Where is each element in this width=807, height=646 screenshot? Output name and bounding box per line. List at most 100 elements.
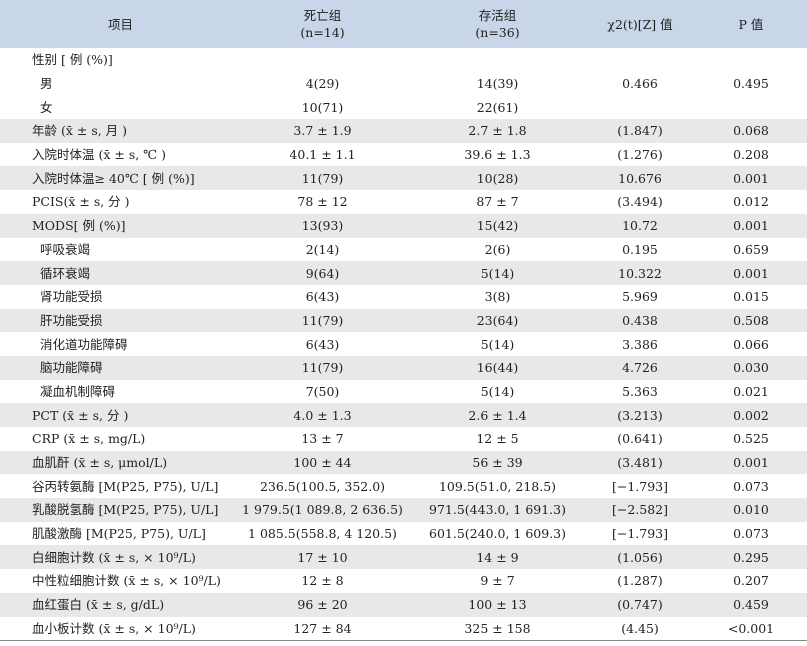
table-row: 中性粒细胞计数 (x̄ ± s, × 10⁹/L) 12 ± 8 9 ± 7 (1.2… [0, 569, 807, 593]
cell-alive-group: 5(14) [480, 265, 515, 281]
cell-alive-group: 5(14) [480, 383, 515, 399]
row-label: MODS[ 例 (%)] [32, 218, 126, 234]
cell-statistic: 5.969 [622, 289, 658, 305]
cell-alive-group: 2(6) [484, 241, 511, 257]
cell-alive-group: 15(42) [476, 218, 519, 234]
row-label: 血肌酐 (x̄ ± s, μmol/L) [32, 455, 168, 471]
header-row: 项目 死亡组 (n=14) 存活组 (n=36) χ2(t)[Z] 值 P 值 [0, 0, 807, 48]
cell-dead-group: 6(43) [305, 336, 340, 352]
header-item: 项目 [0, 0, 235, 48]
cell-p-value: 0.001 [733, 265, 769, 281]
cell-alive-group: 971.5(443.0, 1 691.3) [429, 502, 566, 518]
cell-p-value: 0.001 [733, 218, 769, 234]
cell-p-value: <0.001 [695, 616, 807, 642]
cell-dead-group: 4.0 ± 1.3 [293, 407, 352, 423]
table-row: PCIS(x̄ ± s, 分 ) 78 ± 12 87 ± 7 (3.494) 0.01… [0, 190, 807, 214]
cell-statistic: [−1.793] [611, 526, 668, 542]
cell-p-value: 0.495 [733, 76, 769, 92]
cell-p-value: 0.066 [733, 336, 769, 352]
cell-p-value [695, 48, 807, 72]
cell-dead-group: 17 ± 10 [297, 549, 348, 565]
row-label: 男 [40, 76, 53, 92]
cell-statistic: (3.213) [617, 407, 663, 423]
cell-p-value: 0.021 [733, 383, 769, 399]
cell-alive-group: 14 ± 9 [476, 549, 519, 565]
cell-alive-group: 100 ± 13 [468, 597, 527, 613]
cell-statistic: (0.747) [617, 597, 663, 613]
cell-alive-group: 22(61) [476, 99, 519, 115]
cell-dead-group: 13(93) [301, 218, 344, 234]
cell-dead-group: 78 ± 12 [297, 194, 348, 210]
cell-statistic: (4.45) [585, 616, 695, 642]
table-row: 循环衰竭 9(64) 5(14) 10.322 0.001 [0, 261, 807, 285]
cell-p-value: 0.295 [733, 549, 769, 565]
cell-statistic: (1.056) [617, 549, 663, 565]
cell-p-value: 0.002 [733, 407, 769, 423]
cell-statistic: 5.363 [622, 383, 658, 399]
header-alive-title: 存活组 [478, 8, 517, 23]
cell-alive-group: 601.5(240.0, 1 609.3) [429, 526, 566, 542]
cell-statistic: (3.494) [617, 194, 663, 210]
row-label: 呼吸衰竭 [40, 241, 91, 257]
row-label: 脑功能障碍 [40, 360, 103, 376]
cell-p-value: 0.459 [733, 597, 769, 613]
cell-statistic: [−2.582] [611, 502, 668, 518]
cell-dead-group: 127 ± 84 [235, 616, 410, 642]
cell-dead-group: 4(29) [305, 76, 340, 92]
table-row: 年龄 (x̄ ± s, 月 ) 3.7 ± 1.9 2.7 ± 1.8 (1.847)… [0, 119, 807, 143]
cell-statistic: 10.676 [618, 170, 662, 186]
cell-dead-group: 3.7 ± 1.9 [293, 123, 352, 139]
cell-statistic: (0.641) [617, 431, 663, 447]
cell-p-value: 0.010 [733, 502, 769, 518]
table-row: 消化道功能障碍 6(43) 5(14) 3.386 0.066 [0, 332, 807, 356]
cell-dead-group: 11(79) [301, 360, 344, 376]
cell-p-value: 0.207 [733, 573, 769, 589]
table-row: PCT (x̄ ± s, 分 ) 4.0 ± 1.3 2.6 ± 1.4 (3.213… [0, 403, 807, 427]
cell-statistic: (1.847) [617, 123, 663, 139]
cell-dead-group: 9(64) [305, 265, 340, 281]
table-row: 血红蛋白 (x̄ ± s, g/dL) 96 ± 20 100 ± 13 (0.747… [0, 592, 807, 617]
cell-p-value: 0.073 [733, 526, 769, 542]
cell-p-value: 0.068 [733, 123, 769, 139]
cell-p-value: 0.208 [733, 147, 769, 163]
cell-statistic: (1.287) [617, 573, 663, 589]
cell-alive-group: 325 ± 158 [410, 616, 585, 642]
table-row: 肌酸激酶 [M(P25, P75), U/L] 1 085.5(558.8, 4 … [0, 522, 807, 546]
cell-p-value: 0.508 [733, 312, 769, 328]
table-row: MODS[ 例 (%)] 13(93) 15(42) 10.72 0.001 [0, 213, 807, 238]
row-label: 入院时体温≥ 40℃ [ 例 (%)] [32, 170, 195, 186]
cell-dead-group [235, 48, 410, 72]
cell-alive-group: 10(28) [476, 170, 519, 186]
cell-p-value: 0.030 [733, 360, 769, 376]
cell-dead-group: 1 085.5(558.8, 4 120.5) [248, 526, 397, 542]
table-row: 肝功能受损 11(79) 23(64) 0.438 0.508 [0, 308, 807, 333]
cell-alive-group: 14(39) [476, 76, 519, 92]
table-row: 乳酸脱氢酶 [M(P25, P75), U/L] 1 979.5(1 089.8,… [0, 498, 807, 522]
row-label: 乳酸脱氢酶 [M(P25, P75), U/L] [32, 502, 219, 518]
cell-p-value: 0.012 [733, 194, 769, 210]
cell-statistic: 3.386 [622, 336, 658, 352]
cell-dead-group: 6(43) [305, 289, 340, 305]
cell-dead-group: 40.1 ± 1.1 [289, 147, 356, 163]
row-label: PCIS(x̄ ± s, 分 ) [32, 194, 130, 210]
row-label: 女 [40, 99, 53, 115]
table-row: 肾功能受损 6(43) 3(8) 5.969 0.015 [0, 285, 807, 309]
cell-statistic: 0.195 [622, 241, 658, 257]
cell-p-value: 0.073 [733, 478, 769, 494]
row-label: 年龄 (x̄ ± s, 月 ) [32, 123, 128, 139]
cell-alive-group: 39.6 ± 1.3 [464, 147, 531, 163]
cell-statistic: [−1.793] [611, 478, 668, 494]
row-label: 入院时体温 (x̄ ± s, ℃ ) [32, 147, 167, 163]
table-row: 呼吸衰竭 2(14) 2(6) 0.195 0.659 [0, 238, 807, 262]
cell-alive-group: 87 ± 7 [476, 194, 519, 210]
table-row: 性别 [ 例 (%)] [0, 48, 807, 72]
table-row: 血小板计数 (x̄ ± s, × 10⁹/L) 127 ± 84 325 ± 158… [0, 616, 807, 642]
cell-alive-group: 16(44) [476, 360, 519, 376]
cell-alive-group: 109.5(51.0, 218.5) [438, 478, 557, 494]
cell-p-value: 0.015 [733, 289, 769, 305]
row-label: CRP (x̄ ± s, mg/L) [32, 431, 146, 447]
cell-dead-group: 100 ± 44 [293, 455, 352, 471]
cell-alive-group: 3(8) [484, 289, 511, 305]
